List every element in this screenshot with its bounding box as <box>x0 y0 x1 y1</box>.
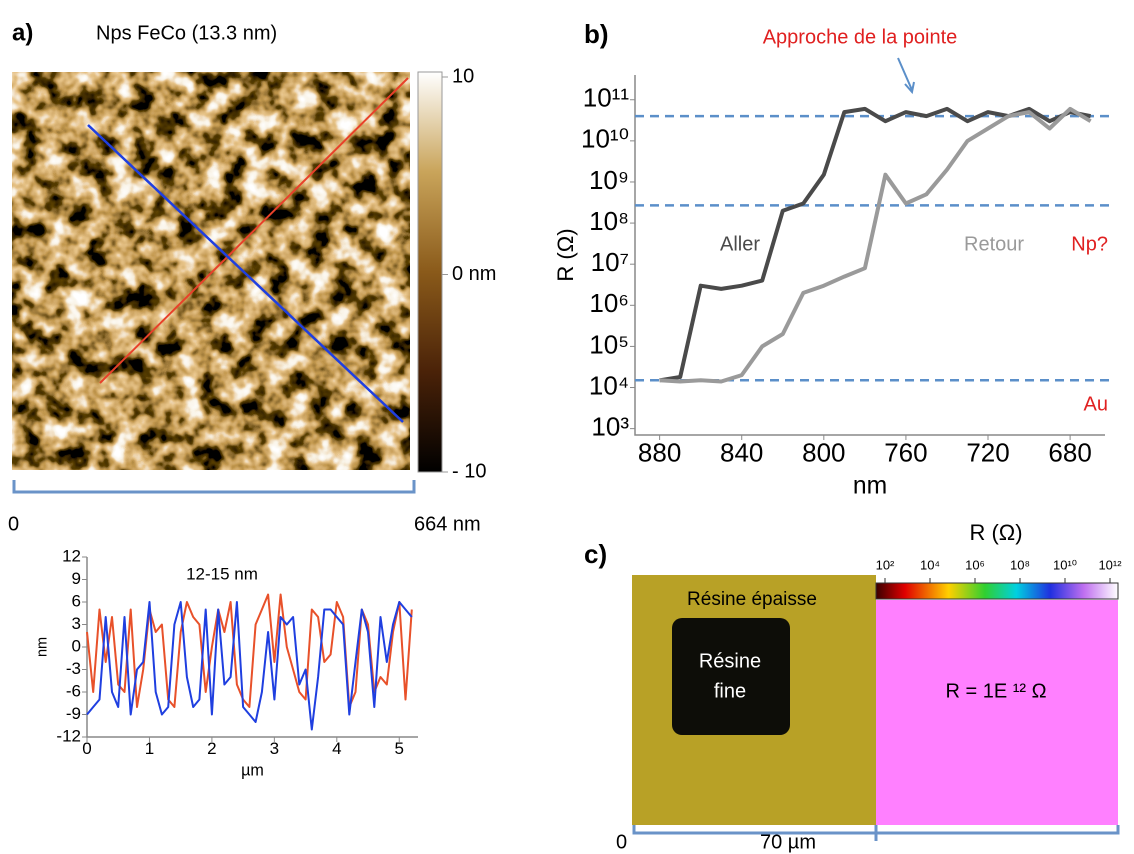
y-tick-label: 0 <box>72 636 81 655</box>
y-tick-label: 10⁶ <box>589 288 629 318</box>
y-tick-label: -6 <box>66 681 81 700</box>
region-label: fine <box>714 680 746 702</box>
panel-label: b) <box>584 19 609 49</box>
thin-resin-square <box>672 618 790 735</box>
y-tick-label: 3 <box>72 614 81 633</box>
x-tick-label: 760 <box>884 437 927 467</box>
annotation: Au <box>1084 393 1108 415</box>
y-tick-label: 6 <box>72 591 81 610</box>
x-tick-label: 5 <box>395 739 404 758</box>
scale-bracket <box>12 480 416 494</box>
x-tick-label: 680 <box>1048 437 1091 467</box>
x-tick-label: 3 <box>270 739 279 758</box>
chart-title: 12-15 nm <box>186 564 258 583</box>
scale-start: 0 <box>616 831 627 853</box>
x-tick-label: 2 <box>207 739 216 758</box>
annotation: Approche de la pointe <box>763 26 958 48</box>
y-tick-label: 10⁷ <box>591 247 629 277</box>
colorbar-tick-label: 10¹⁰ <box>1053 557 1077 572</box>
y-tick-label: 9 <box>72 569 81 588</box>
colorbar-tick-label: 10⁶ <box>965 557 985 572</box>
scale-end: 664 nm <box>414 513 481 535</box>
profile-line-red <box>99 77 409 384</box>
y-tick-label: 10⁸ <box>589 206 629 236</box>
resistance-map <box>876 600 1118 825</box>
series-line <box>86 601 413 731</box>
axes <box>634 75 1105 436</box>
panel-label: c) <box>584 539 607 569</box>
y-tick-label: 10¹⁰ <box>581 124 629 154</box>
y-tick-label: 10³ <box>591 412 629 442</box>
x-tick-label: 1 <box>145 739 154 758</box>
resistance-label: R = 1E ¹² Ω <box>945 680 1046 702</box>
y-tick-label: 10⁹ <box>589 165 629 195</box>
series-line <box>659 106 1092 384</box>
scale-start: 0 <box>8 513 19 535</box>
y-tick-label: 10¹¹ <box>583 83 630 113</box>
y-tick-label: 10⁴ <box>589 370 629 400</box>
y-tick-label: 12 <box>62 546 81 565</box>
x-tick-label: 720 <box>966 437 1009 467</box>
y-tick-label: 10⁵ <box>589 329 629 359</box>
colorbar <box>875 582 1119 600</box>
scale-bracket <box>632 825 1120 841</box>
colorbar-tick-label: 0 nm <box>452 263 496 285</box>
y-axis-label: nm <box>35 637 51 657</box>
colorbar-tick-label: 10² <box>876 557 895 572</box>
region-label: Résine épaisse <box>687 589 817 610</box>
region-label: Résine <box>699 650 761 672</box>
x-tick-label: 840 <box>720 437 763 467</box>
colorbar-title: R (Ω) <box>969 520 1022 545</box>
series-line <box>86 593 413 708</box>
series-label: Aller <box>720 233 760 255</box>
x-tick-label: 880 <box>638 437 681 467</box>
y-tick-label: -12 <box>56 726 81 745</box>
panel-label: a) <box>12 19 33 46</box>
colorbar-tick-label: 10 <box>452 65 474 87</box>
colorbar-tick-label: 10⁴ <box>920 557 940 572</box>
x-tick-label: 4 <box>332 739 341 758</box>
afm-image <box>12 72 410 470</box>
y-tick-label: -3 <box>66 659 81 678</box>
y-axis-label: R (Ω) <box>553 228 578 281</box>
scale-end: 70 µm <box>760 831 816 853</box>
profile-line-blue <box>87 124 404 423</box>
series-label: Retour <box>964 233 1024 255</box>
x-tick-label: 0 <box>82 739 91 758</box>
panel-title: Nps FeCo (13.3 nm) <box>96 22 277 44</box>
colorbar-tick-label: 10⁸ <box>1010 557 1030 572</box>
x-axis-label: nm <box>853 473 887 500</box>
colorbar-tick-label: 10¹² <box>1098 557 1122 572</box>
colorbar-tick-label: - 10 <box>452 460 486 482</box>
y-tick-label: -9 <box>66 704 81 723</box>
annotation: Np? <box>1071 233 1108 255</box>
annotation-arrow <box>897 57 915 95</box>
colorbar <box>417 71 443 473</box>
x-axis-label: µm <box>241 761 264 779</box>
x-tick-label: 800 <box>802 437 845 467</box>
